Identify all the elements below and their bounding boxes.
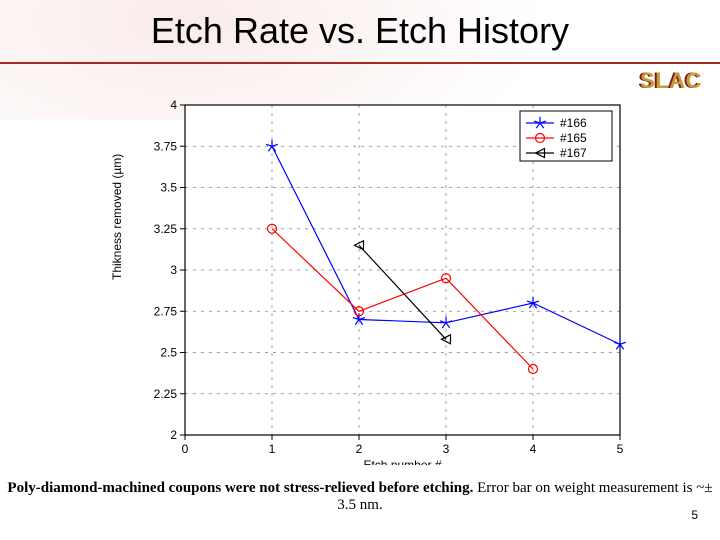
svg-text:2.75: 2.75 <box>154 304 178 318</box>
svg-text:3.5: 3.5 <box>160 181 177 195</box>
svg-text:3.75: 3.75 <box>154 139 178 153</box>
svg-text:2.5: 2.5 <box>160 346 177 360</box>
caption-text: Poly-diamond-machined coupons were not s… <box>0 480 720 514</box>
slac-logo: SLAC <box>638 68 700 94</box>
svg-text:0: 0 <box>182 442 189 456</box>
svg-text:3: 3 <box>443 442 450 456</box>
chart-container: 0 1 2 3 4 5 2 2.25 2.5 2.75 3 3.25 3.5 3.75 4 Etch numb… <box>130 95 630 465</box>
svg-text:2.25: 2.25 <box>154 387 178 401</box>
title-underline <box>0 62 720 64</box>
slide-title: Etch Rate vs. Etch History <box>0 10 720 52</box>
svg-text:#166: #166 <box>560 116 587 130</box>
svg-text:2: 2 <box>170 428 177 442</box>
svg-text:4: 4 <box>170 98 177 112</box>
svg-text:Etch number #: Etch number # <box>363 458 441 465</box>
svg-text:#165: #165 <box>560 131 587 145</box>
svg-text:4: 4 <box>530 442 537 456</box>
y-axis-label: Thikness removed (µm) <box>110 154 124 280</box>
svg-text:3.25: 3.25 <box>154 222 178 236</box>
svg-text:2: 2 <box>356 442 363 456</box>
svg-text:3: 3 <box>170 263 177 277</box>
svg-text:#167: #167 <box>560 146 587 160</box>
etch-rate-chart: 0 1 2 3 4 5 2 2.25 2.5 2.75 3 3.25 3.5 3.75 4 Etch numb… <box>130 95 630 465</box>
caption-bold: Poly-diamond-machined coupons were not s… <box>7 480 473 496</box>
svg-text:5: 5 <box>617 442 624 456</box>
svg-text:1: 1 <box>269 442 276 456</box>
page-number: 5 <box>691 508 698 522</box>
